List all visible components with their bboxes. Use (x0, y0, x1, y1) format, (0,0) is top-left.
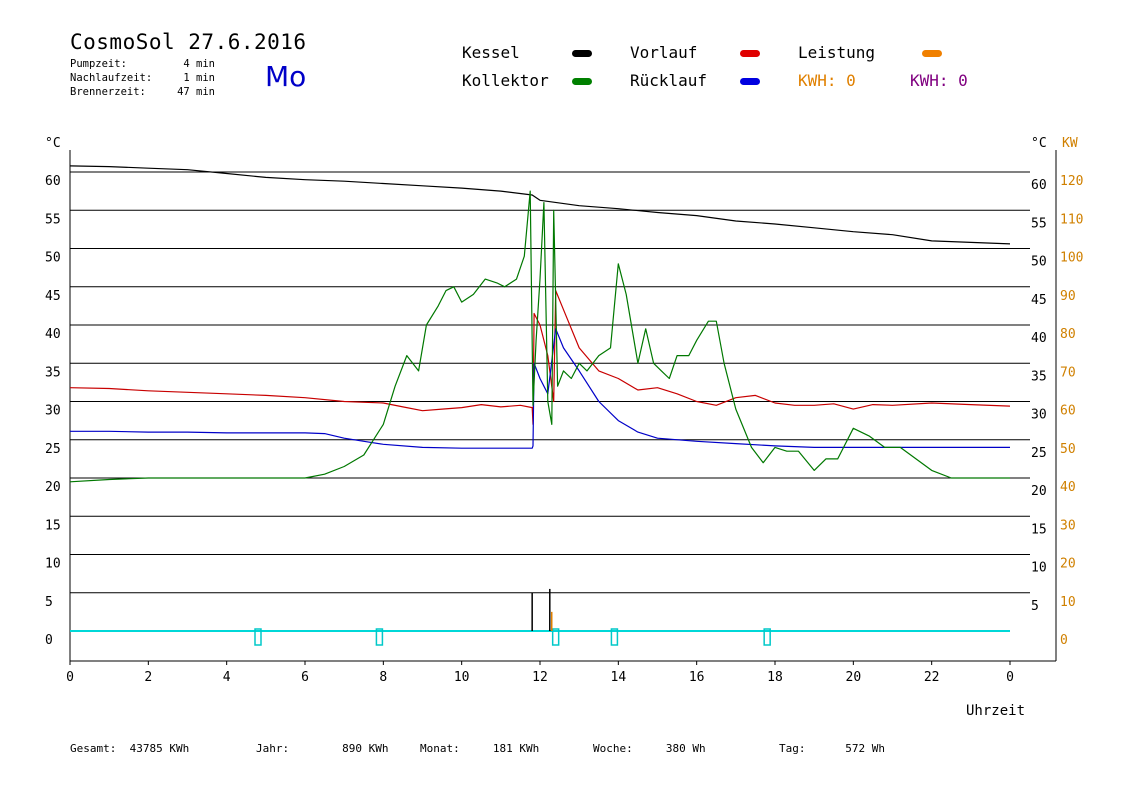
stat-brennerzeit: Brennerzeit: 47 min (70, 86, 215, 98)
pump-marker (551, 628, 560, 646)
legend-vorlauf-label: Vorlauf (630, 43, 698, 62)
footer-jahr: Jahr: 890 KWh (256, 742, 389, 755)
y-tick-label-right: 40 (1031, 331, 1047, 346)
pump-marker (375, 628, 384, 646)
kw-tick-label: 80 (1060, 327, 1076, 342)
legend-kessel-swatch (572, 50, 592, 57)
kw-tick-label: 0 (1060, 633, 1068, 648)
series-line-kessel (69, 165, 1011, 245)
y-tick-label-right: 5 (1031, 599, 1039, 614)
y-tick-label-left: 30 (45, 404, 61, 419)
x-tick-label: 22 (924, 670, 940, 685)
y-unit-left: °C (45, 136, 61, 151)
y-tick-label-left: 15 (45, 518, 61, 533)
y-tick-label-right: 45 (1031, 293, 1047, 308)
kw-tick-label: 40 (1060, 480, 1076, 495)
y-tick-label-right: 30 (1031, 408, 1047, 423)
legend-kollektor-swatch (572, 78, 592, 85)
legend-leistung-label: Leistung (798, 43, 876, 62)
series-line-vorlauf (69, 290, 1011, 425)
stats-block: Pumpzeit: 4 min Nachlaufzeit: 1 min Brenne… (70, 57, 215, 99)
y-tick-label-left: 40 (45, 327, 61, 342)
kw-tick-label: 10 (1060, 595, 1076, 610)
x-tick-label: 0 (1006, 670, 1014, 685)
stat-nachlaufzeit: Nachlaufzeit: 1 min (70, 72, 215, 84)
kwh-leistung: KWH: 0 (798, 71, 856, 90)
kw-tick-label: 70 (1060, 365, 1076, 380)
y-unit-right: °C (1031, 136, 1047, 151)
legend-ruecklauf-swatch (740, 78, 760, 85)
kwh-total: KWH: 0 (910, 71, 968, 90)
x-tick-label: 16 (689, 670, 705, 685)
legend-vorlauf-swatch (740, 50, 760, 57)
kw-tick-label: 110 (1060, 212, 1083, 227)
kw-tick-label: 120 (1060, 174, 1083, 189)
series-line-kollektor (69, 190, 1010, 483)
y-tick-label-left: 10 (45, 557, 61, 572)
x-tick-label: 10 (454, 670, 470, 685)
y-tick-label-right: 55 (1031, 216, 1047, 231)
kw-tick-label: 50 (1060, 442, 1076, 457)
legend-ruecklauf-label: Rücklauf (630, 71, 708, 90)
x-tick-label: 6 (301, 670, 309, 685)
y-tick-label-left: 0 (45, 633, 53, 648)
y-tick-label-right: 10 (1031, 561, 1047, 576)
y-tick-label-right: 15 (1031, 522, 1047, 537)
y-tick-label-left: 45 (45, 289, 61, 304)
kw-tick-label: 20 (1060, 557, 1076, 572)
kw-unit: KW (1062, 136, 1078, 151)
x-tick-label: 2 (144, 670, 152, 685)
y-tick-label-right: 50 (1031, 255, 1047, 270)
x-tick-label: 0 (66, 670, 74, 685)
footer-tag: Tag: 572 Wh (779, 742, 885, 755)
x-tick-label: 4 (223, 670, 231, 685)
y-tick-label-right: 35 (1031, 369, 1047, 384)
weekday-label: Mo (265, 60, 307, 93)
y-tick-label-left: 55 (45, 212, 61, 227)
x-tick-label: 18 (767, 670, 783, 685)
legend-leistung-swatch (922, 50, 942, 57)
y-tick-label-left: 50 (45, 251, 61, 266)
legend-kessel-label: Kessel (462, 43, 520, 62)
x-tick-label: 8 (379, 670, 387, 685)
x-tick-label: 14 (611, 670, 627, 685)
y-tick-label-left: 35 (45, 365, 61, 380)
y-tick-label-right: 60 (1031, 178, 1047, 193)
kw-tick-label: 30 (1060, 518, 1076, 533)
footer-gesamt: Gesamt: 43785 KWh (70, 742, 190, 755)
stat-pumpzeit: Pumpzeit: 4 min (70, 58, 215, 70)
y-tick-label-right: 25 (1031, 446, 1047, 461)
x-axis-label: Uhrzeit (966, 703, 1025, 719)
x-tick-label: 12 (532, 670, 548, 685)
pump-marker (610, 628, 619, 646)
series-line-ruecklauf (70, 328, 1010, 449)
chart-title: CosmoSol 27.6.2016 (70, 30, 307, 54)
y-tick-label-left: 60 (45, 174, 61, 189)
kw-tick-label: 90 (1060, 289, 1076, 304)
kw-tick-label: 100 (1060, 251, 1083, 266)
pump-marker (763, 628, 771, 646)
x-tick-label: 20 (846, 670, 862, 685)
kw-tick-label: 60 (1060, 404, 1076, 419)
y-tick-label-right: 20 (1031, 484, 1047, 499)
footer-woche: Woche: 380 Wh (593, 742, 706, 755)
pump-marker (254, 628, 262, 646)
y-tick-label-left: 5 (45, 595, 53, 610)
footer-monat: Monat: 181 KWh (420, 742, 540, 755)
y-tick-label-left: 25 (45, 442, 61, 457)
legend-kollektor-label: Kollektor (462, 71, 549, 90)
y-tick-label-left: 20 (45, 480, 61, 495)
